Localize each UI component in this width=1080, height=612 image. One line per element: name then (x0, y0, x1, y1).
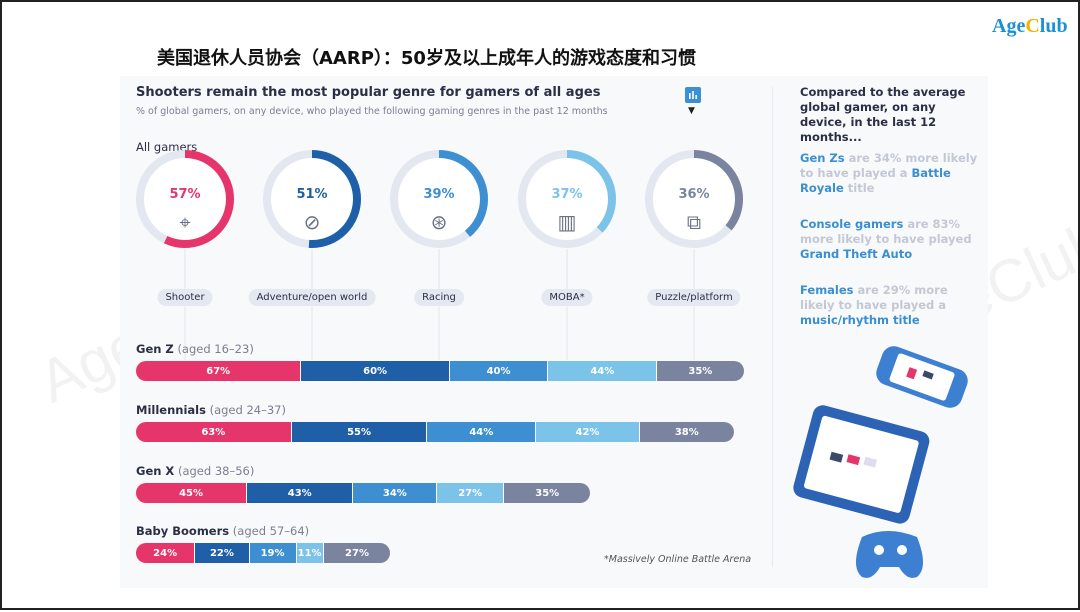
bar-segment-adventure: 60% (301, 361, 450, 381)
group-age: (aged 24–37) (209, 403, 286, 417)
bar-segment-racing: 40% (449, 361, 549, 381)
donut-value-label: 37% (551, 187, 582, 202)
donut-arc-puzzle (645, 150, 743, 248)
bar-segment-adventure: 55% (291, 422, 428, 442)
tablet-icon (793, 405, 930, 524)
donut-value-label: 51% (296, 187, 327, 202)
bar-segment-racing: 34% (353, 483, 438, 503)
steering-wheel-icon: ⊛ (431, 210, 448, 234)
group-name: Millennials (136, 403, 206, 417)
puzzle-icon: ⧉ (687, 210, 701, 234)
bar-segment-shooter: 63% (136, 422, 292, 442)
side-fact: Console gamers are 83% more likely to ha… (800, 217, 972, 261)
stacked-bar: 24% 22% 19% 11% 27% (136, 543, 391, 563)
bar-segment-puzzle: 35% (504, 483, 591, 503)
handheld-console-icon (876, 346, 968, 408)
divider (772, 87, 773, 567)
bar-segment-racing: 19% (249, 543, 297, 563)
group-label: Millennials (aged 24–37) (136, 403, 286, 417)
bar-chart-icon (685, 87, 701, 103)
group-label: Baby Boomers (aged 57–64) (136, 524, 309, 538)
group-name: Gen X (136, 464, 175, 478)
genre-label: Racing (414, 289, 464, 306)
group-label: Gen Z (aged 16–23) (136, 342, 254, 356)
donut-arc-shooter (136, 150, 234, 248)
footnote: *Massively Online Battle Arena (604, 554, 752, 565)
slide-title: 美国退休人员协会（AARP）：50岁及以上成年人的游戏态度和习惯 (157, 48, 696, 69)
side-fact: Gen Zs are 34% more likely to have playe… (800, 151, 978, 195)
bar-segment-puzzle: 35% (657, 361, 744, 381)
bar-segment-moba: 42% (536, 422, 640, 442)
compass-icon: ⊘ (304, 210, 321, 234)
group-age: (aged 16–23) (177, 342, 254, 356)
bar-segment-puzzle: 27% (323, 543, 391, 563)
bar-segment-shooter: 45% (136, 483, 248, 503)
group-age: (aged 38–56) (177, 464, 255, 478)
bar-segment-adventure: 22% (195, 543, 250, 563)
side-heading: Compared to the average global gamer, on… (800, 85, 966, 144)
bar-segment-moba: 27% (437, 483, 504, 503)
stacked-bar: 67% 60% 40% 44% 35% (136, 361, 744, 381)
gamepad-icon (856, 531, 923, 578)
bar-segment-adventure: 43% (247, 483, 354, 503)
group-age: (aged 57–64) (232, 524, 310, 538)
chart-title: Shooters remain the most popular genre f… (136, 85, 601, 100)
donut-arc-adventure (263, 150, 361, 248)
group-name: Baby Boomers (136, 524, 230, 538)
donut-arc-moba (518, 150, 616, 248)
stacked-bar: 63% 55% 44% 42% 38% (136, 422, 734, 442)
triangle-down-icon: ▼ (688, 106, 695, 116)
bar-segment-shooter: 24% (136, 543, 196, 563)
donut-value-label: 39% (423, 187, 454, 202)
genre-label: MOBA* (541, 289, 593, 306)
bar-segment-racing: 44% (427, 422, 537, 442)
ageclub-logo: AgeClub (992, 15, 1068, 37)
bar-segment-puzzle: 38% (639, 422, 734, 442)
gaming-devices-illustration (793, 346, 968, 578)
bar-segment-shooter: 67% (136, 361, 302, 381)
donut-value-label: 57% (169, 187, 200, 202)
group-label: Gen X (aged 38–56) (136, 464, 254, 478)
map-icon: ▥ (558, 210, 577, 234)
donut-arc-racing (390, 150, 488, 248)
side-fact: Females are 29% more likely to have play… (800, 283, 948, 327)
chart-subtitle: % of global gamers, on any device, who p… (136, 106, 608, 117)
bar-segment-moba: 44% (548, 361, 658, 381)
genre-label: Puzzle/platform (647, 289, 741, 306)
donut-value-label: 36% (678, 187, 709, 202)
crosshair-icon: ⌖ (179, 210, 190, 234)
group-name: Gen Z (136, 342, 174, 356)
genre-label: Adventure/open world (248, 289, 376, 306)
genre-label: Shooter (157, 289, 213, 306)
stacked-bar: 45% 43% 34% 27% 35% (136, 483, 591, 503)
bar-segment-moba: 11% (296, 543, 324, 563)
